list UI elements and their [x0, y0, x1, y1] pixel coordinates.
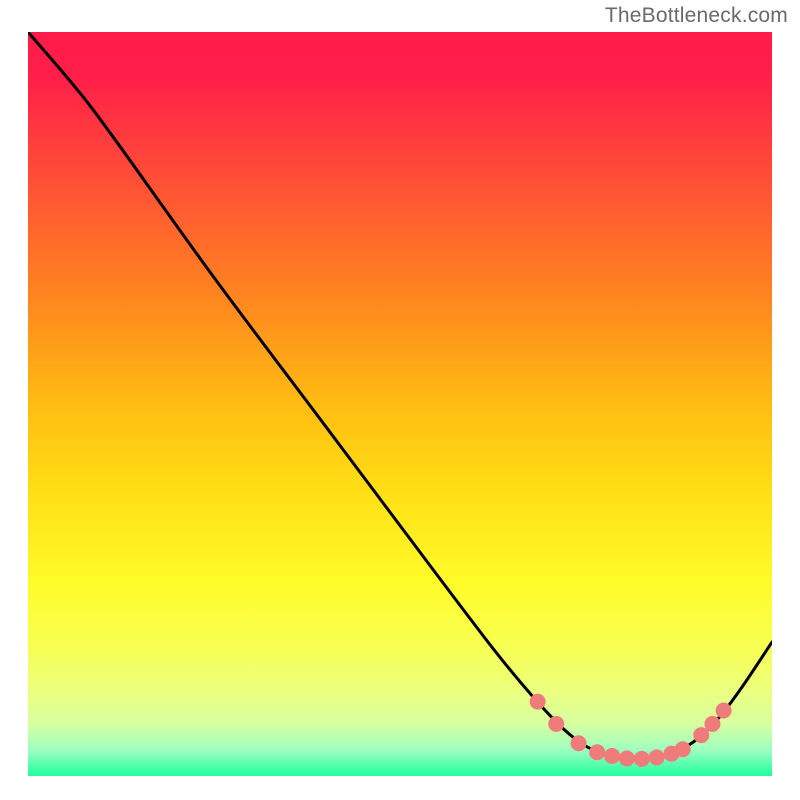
- marker-point: [530, 694, 545, 709]
- marker-point: [694, 728, 709, 743]
- marker-point: [571, 736, 586, 751]
- marker-point: [649, 750, 664, 765]
- marker-point: [605, 748, 620, 763]
- marker-point: [619, 751, 634, 766]
- marker-point: [716, 703, 731, 718]
- marker-point: [590, 745, 605, 760]
- watermark-text: TheBottleneck.com: [605, 4, 788, 28]
- marker-point: [634, 751, 649, 766]
- marker-point: [705, 716, 720, 731]
- optimal-range-markers: [28, 32, 772, 776]
- marker-point: [549, 716, 564, 731]
- marker-point: [675, 742, 690, 757]
- chart-plot-area: [28, 32, 772, 776]
